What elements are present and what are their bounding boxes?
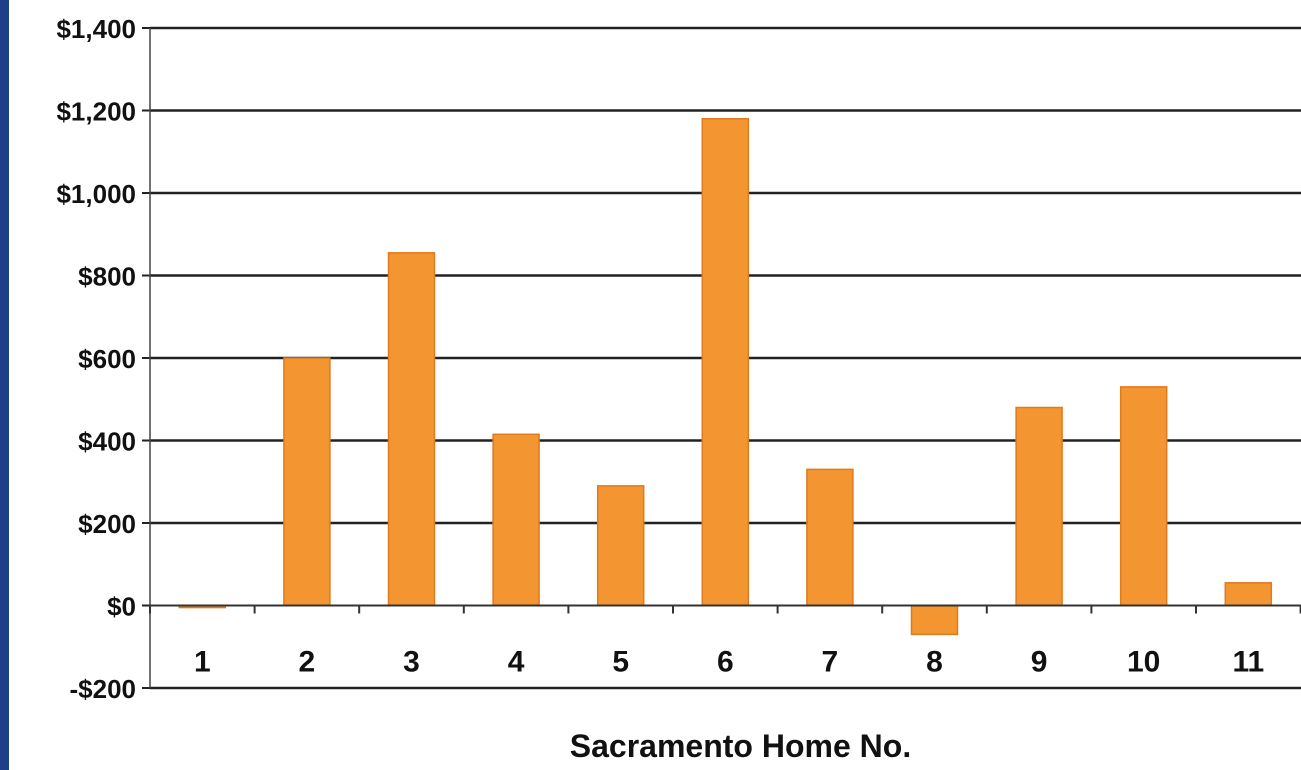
bar-2	[283, 357, 331, 607]
bars	[178, 118, 1273, 636]
grid-lines	[150, 26, 1301, 690]
x-tick-labels: 1 2 3 4 5 6 7 8 9 10 11	[194, 646, 1264, 679]
bar-8	[910, 604, 959, 636]
bar-3	[387, 252, 436, 607]
y-tick-label: $1,200	[56, 97, 136, 127]
x-tick-label: 3	[403, 646, 420, 679]
bar-11	[1224, 582, 1273, 607]
y-tick-label: $1,000	[56, 179, 136, 209]
axes	[142, 27, 1301, 689]
x-tick-label: 4	[508, 646, 525, 679]
y-tick-label: $800	[78, 262, 136, 292]
x-tick-label: 11	[1232, 646, 1264, 679]
x-tick-label: 5	[612, 646, 629, 679]
bar-9	[1015, 406, 1063, 607]
y-tick-label: $600	[78, 344, 136, 374]
bar-7	[806, 468, 854, 607]
x-tick-label: 9	[1031, 646, 1048, 679]
x-tick-label: 6	[717, 646, 734, 679]
bar-5	[596, 485, 645, 607]
y-tick-label: $200	[78, 509, 136, 539]
y-tick-label: $1,400	[56, 14, 136, 44]
x-tick-label: 7	[822, 646, 839, 679]
y-tick-label: $0	[107, 592, 136, 622]
x-axis-label: Sacramento Home No.	[569, 728, 912, 764]
bar-6	[701, 118, 750, 607]
x-tick-label: 8	[926, 646, 943, 679]
y-tick-label: $400	[78, 427, 136, 457]
bar-10	[1119, 386, 1168, 607]
x-tick-label: 10	[1127, 646, 1160, 679]
y-tick-label: -$200	[70, 674, 137, 704]
left-edge-band	[0, 0, 9, 770]
x-tick-label: 2	[299, 646, 316, 679]
y-tick-labels: -$200 $0 $200 $400 $600 $800 $1,000 $1,200 $1,40…	[56, 14, 136, 704]
x-tick-label: 1	[194, 646, 211, 679]
bar-4	[492, 433, 540, 607]
